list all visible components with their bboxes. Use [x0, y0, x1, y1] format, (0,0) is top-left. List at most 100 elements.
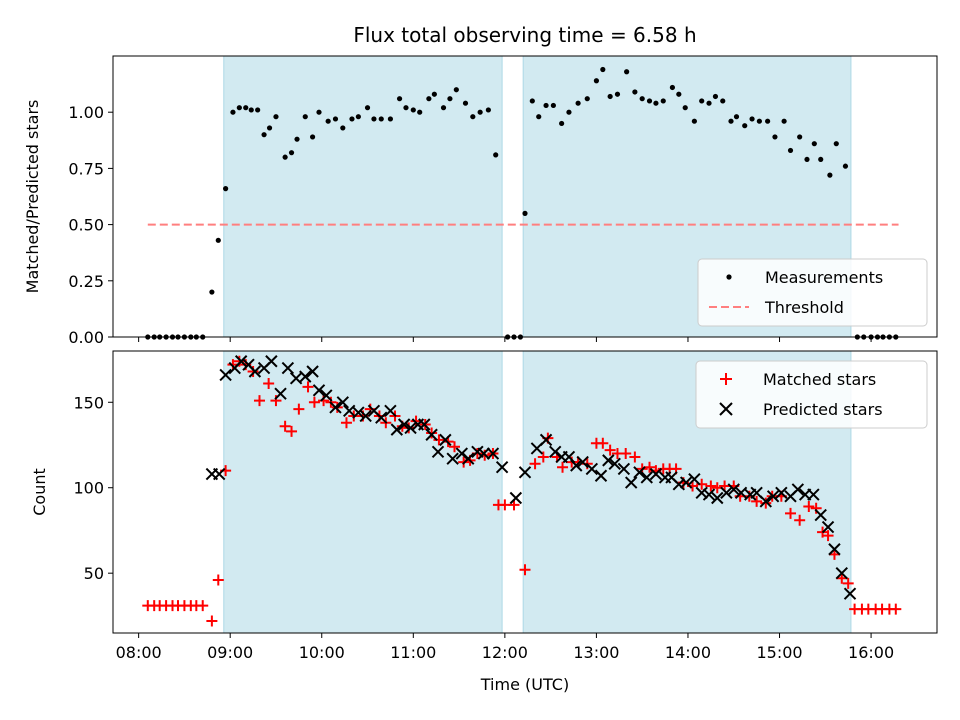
- measurement-point: [223, 186, 229, 192]
- measurement-point: [756, 118, 762, 124]
- matched-star-point: [828, 548, 840, 560]
- predicted-star-point: [352, 406, 365, 419]
- predicted-star-point: [425, 428, 438, 441]
- measurement-point: [447, 96, 453, 102]
- matched-star-point: [822, 530, 834, 542]
- measurement-point: [230, 109, 236, 115]
- measurement-point: [316, 109, 322, 115]
- measurement-point: [243, 105, 249, 111]
- predicted-star-point: [390, 423, 404, 436]
- observing-window-counts-0: [223, 350, 503, 634]
- measurement-point: [410, 107, 416, 113]
- matched-star-point: [449, 441, 461, 453]
- x-axis-label: Time (UTC): [480, 675, 569, 694]
- measurement-point: [720, 98, 726, 104]
- matched-star-point: [263, 377, 275, 389]
- predicted-star-point: [462, 452, 475, 465]
- measurement-point: [431, 91, 437, 97]
- measurement-point: [797, 134, 803, 140]
- matched-star-point: [557, 461, 569, 473]
- predicted-star-point: [585, 462, 599, 476]
- predicted-star-point: [518, 466, 532, 479]
- predicted-star-point: [495, 461, 509, 474]
- y-tick-label: 0.25: [68, 272, 104, 291]
- predicted-star-point: [375, 411, 388, 424]
- panel-counts: 50 100 150 08:00 09:00 10:00 11:00 12:00 13:00 1…: [30, 350, 938, 694]
- predicted-star-point: [539, 433, 553, 447]
- measurement-point: [485, 107, 491, 113]
- matched-star-point: [836, 572, 848, 584]
- measurement-point: [426, 96, 432, 102]
- x-tick-label: 16:00: [848, 643, 894, 662]
- x-tick-label: 11:00: [390, 643, 436, 662]
- legend-threshold-label: Threshold: [764, 298, 844, 317]
- predicted-star-point: [248, 365, 262, 378]
- measurement-point: [550, 102, 556, 109]
- measurement-point: [584, 96, 590, 102]
- predicted-star-point: [431, 445, 445, 459]
- matched-star-point: [705, 480, 717, 492]
- measurement-point: [660, 98, 666, 104]
- measurement-point: [712, 93, 719, 100]
- predicted-star-point: [759, 495, 772, 508]
- measurement-point: [765, 118, 771, 124]
- measurement-point: [614, 91, 621, 97]
- measurement-point: [209, 289, 215, 295]
- matched-star-point: [302, 381, 314, 393]
- y-tick-label: 0.75: [68, 159, 104, 178]
- measurement-point: [699, 98, 705, 104]
- measurement-point: [593, 78, 600, 84]
- predicted-star-point: [617, 462, 631, 476]
- measurement-point: [387, 116, 394, 122]
- measurement-point: [676, 91, 682, 97]
- x-tick-label: 14:00: [665, 643, 711, 662]
- predicted-star-point: [359, 409, 372, 423]
- y-tick-label: 50: [84, 564, 104, 583]
- measurement-point: [288, 150, 295, 156]
- measurement-point: [248, 107, 254, 113]
- x-tick-label: 12:00: [482, 643, 528, 662]
- matched-star-point: [212, 574, 224, 586]
- predicted-star-point: [594, 469, 608, 482]
- predicted-star-point: [695, 486, 708, 500]
- predicted-star-point: [608, 457, 621, 471]
- predicted-star-point: [576, 455, 589, 469]
- measurement-point: [682, 105, 688, 111]
- predicted-star-point: [397, 418, 411, 431]
- measurement-point: [742, 123, 748, 129]
- measurement-point: [417, 109, 423, 115]
- predicted-star-point: [624, 476, 638, 489]
- y-tick-label: 100: [73, 479, 104, 498]
- measurement-point: [559, 120, 565, 127]
- matched-star-point: [751, 495, 763, 507]
- measurement-point: [340, 125, 346, 131]
- measurement-point: [273, 114, 279, 120]
- measurement-point: [566, 109, 572, 115]
- panel-ratio-frame: [112, 55, 938, 338]
- measurement-point: [624, 69, 630, 75]
- legend-matched-label: Matched stars: [763, 370, 876, 389]
- x-tick-label: 15:00: [756, 643, 802, 662]
- legend-predicted-marker: [719, 402, 733, 416]
- y-tick-label: 0.50: [68, 216, 104, 235]
- measurement-point: [364, 105, 371, 111]
- y-tick-label: 1.00: [68, 103, 104, 122]
- y-tick-label: 150: [73, 393, 104, 412]
- predicted-star-point: [602, 454, 615, 467]
- matched-star-point: [803, 501, 815, 513]
- measurement-point: [536, 114, 542, 120]
- measurement-point: [529, 98, 535, 104]
- matched-star-point: [604, 444, 616, 456]
- x-ticks-ratio: [138, 337, 872, 342]
- measurement-point: [493, 152, 499, 158]
- predicted-star-point: [234, 355, 248, 368]
- predicted-star-point: [702, 488, 716, 501]
- measurement-point: [818, 156, 824, 163]
- measurement-point: [522, 210, 528, 216]
- matched-star-point: [794, 514, 806, 526]
- measurement-point: [646, 98, 653, 104]
- predicted-star-point: [274, 387, 287, 400]
- measurement-point: [470, 114, 476, 120]
- predicted-star-point: [727, 483, 740, 496]
